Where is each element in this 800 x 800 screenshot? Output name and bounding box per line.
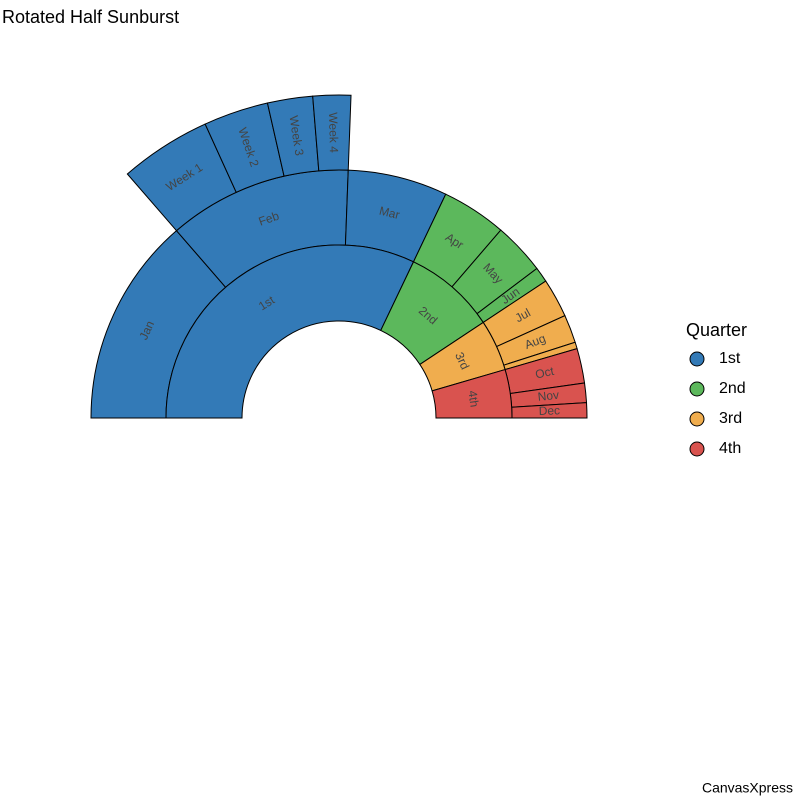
legend-label: 4th bbox=[719, 440, 741, 457]
quarter-arc bbox=[165, 244, 415, 419]
legend-marker bbox=[689, 441, 705, 457]
legend-label: 1st bbox=[719, 350, 741, 367]
segment-label: Feb bbox=[257, 209, 281, 229]
segment-label: Jul bbox=[513, 306, 533, 326]
segment-label: Week 4 bbox=[326, 112, 341, 153]
segment-label: Week 3 bbox=[286, 115, 306, 157]
legend-title: Quarter bbox=[686, 320, 747, 340]
segment-label: Dec bbox=[538, 403, 560, 418]
segment-label: 3rd bbox=[452, 350, 472, 372]
segment-label: 4th bbox=[465, 390, 481, 408]
chart-title: Rotated Half Sunburst bbox=[2, 7, 179, 27]
legend-marker bbox=[689, 381, 705, 397]
legend-label: 3rd bbox=[719, 410, 742, 427]
segment-label: Oct bbox=[534, 364, 556, 382]
segment-label: Mar bbox=[378, 204, 401, 223]
credit: CanvasXpress bbox=[702, 780, 793, 796]
segment-label: Nov bbox=[537, 388, 560, 404]
legend-marker bbox=[689, 411, 705, 427]
legend-label: 2nd bbox=[719, 380, 746, 397]
quarter-arc bbox=[431, 368, 513, 419]
legend-marker bbox=[689, 351, 705, 367]
